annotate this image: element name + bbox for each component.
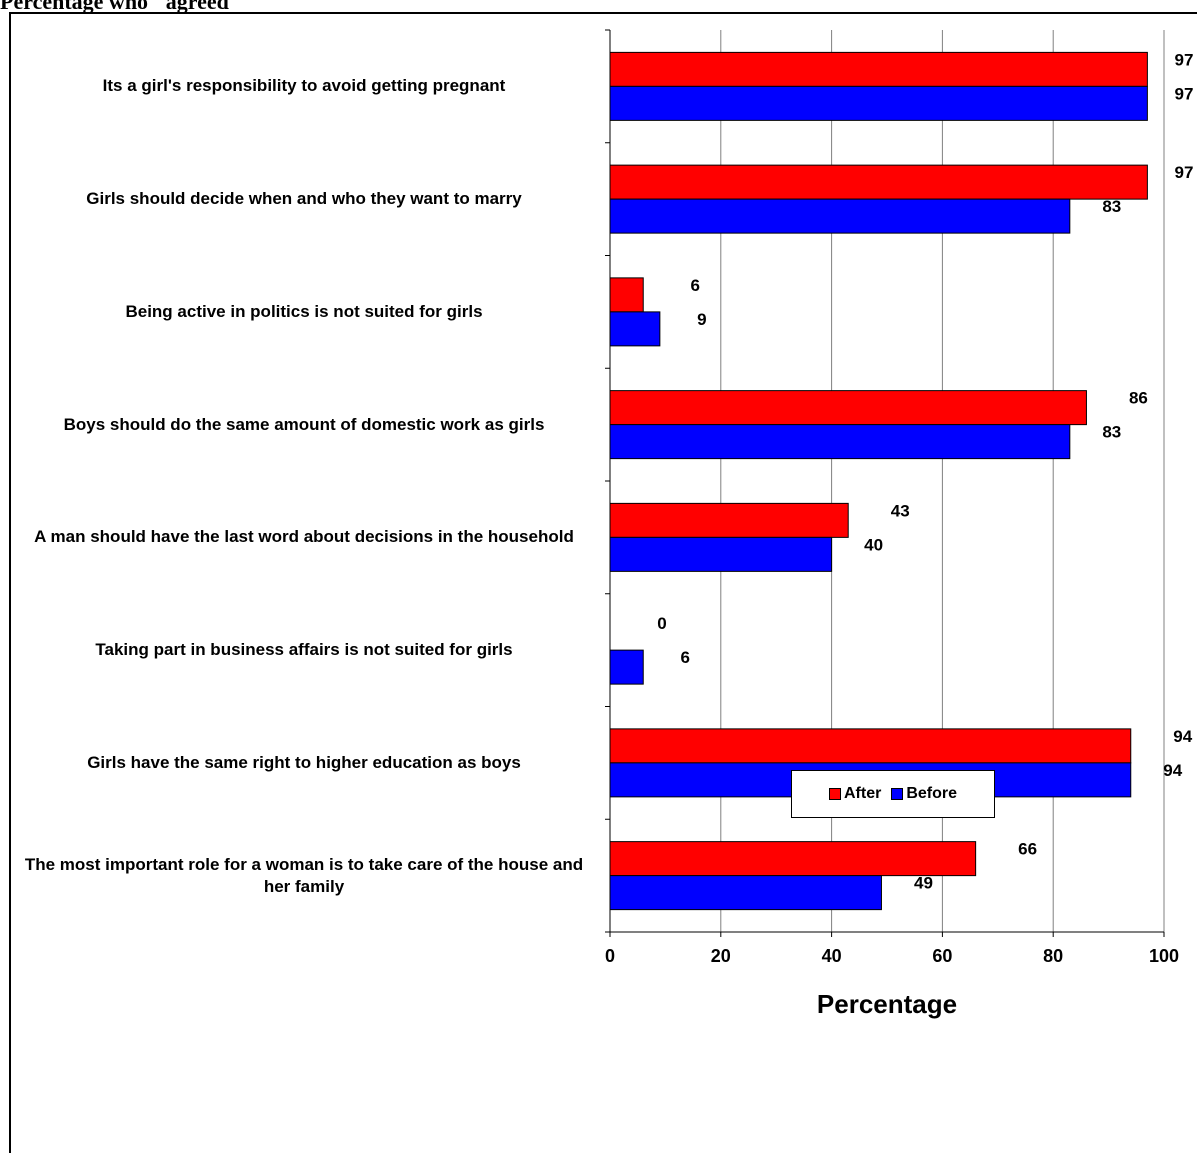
chart-frame (9, 12, 1197, 1153)
page-title: Percentage who "agreed" (0, 0, 242, 14)
bar-before-2 (609, 311, 661, 347)
data-label-after-7: 66 (1018, 840, 1037, 859)
category-label-0: Its a girl's responsibility to avoid get… (102, 76, 506, 96)
category-label-2: Being active in politics is not suited f… (125, 301, 483, 321)
bar-before-5 (609, 649, 644, 685)
category-label-4: A man should have the last word about de… (34, 527, 574, 547)
data-label-before-3: 83 (1102, 423, 1121, 442)
bar-after-4 (609, 502, 849, 538)
x-tick-label-1: 20 (711, 946, 731, 966)
legend-swatch-after (828, 788, 841, 800)
data-label-before-1: 83 (1102, 197, 1121, 216)
legend-label-after: After (843, 785, 882, 802)
bar-before-1 (609, 198, 1071, 234)
legend-item-before: Before (891, 785, 957, 803)
bar-before-0 (609, 85, 1148, 121)
bar-after-7 (609, 841, 977, 877)
data-label-after-3: 86 (1129, 389, 1148, 408)
data-label-after-5: 0 (657, 614, 666, 633)
data-label-before-0: 97 (1175, 84, 1194, 103)
x-axis-title: Percentage (817, 989, 957, 1019)
legend: After Before (791, 770, 995, 818)
data-label-after-6: 94 (1173, 727, 1192, 746)
data-label-after-1: 97 (1175, 163, 1194, 182)
bar-after-0 (609, 51, 1148, 87)
legend-label-before: Before (906, 785, 958, 802)
data-label-before-2: 9 (697, 310, 706, 329)
data-label-before-5: 6 (681, 648, 690, 667)
data-label-before-7: 49 (914, 874, 933, 893)
bar-after-3 (609, 390, 1087, 426)
bar-before-7 (609, 875, 882, 911)
data-label-after-4: 43 (891, 501, 910, 520)
category-label-5: Taking part in business affairs is not s… (95, 640, 513, 660)
category-label-7: The most important role for a woman is t… (24, 854, 584, 896)
x-tick-label-0: 0 (605, 946, 615, 966)
bar-after-6 (609, 728, 1132, 764)
bar-after-1 (609, 164, 1148, 200)
data-label-before-6: 94 (1163, 761, 1182, 780)
legend-item-after: After (828, 785, 882, 803)
legend-swatch-before (891, 788, 904, 800)
bar-before-3 (609, 424, 1071, 460)
x-tick-label-4: 80 (1043, 946, 1063, 966)
bar-after-2 (609, 277, 644, 313)
x-tick-label-2: 40 (822, 946, 842, 966)
category-label-6: Girls have the same right to higher educ… (87, 752, 521, 772)
data-label-after-0: 97 (1175, 50, 1194, 69)
x-tick-label-5: 100 (1149, 946, 1179, 966)
x-tick-label-3: 60 (932, 946, 952, 966)
bar-before-4 (609, 536, 833, 572)
category-label-1: Girls should decide when and who they wa… (86, 189, 522, 209)
data-label-after-2: 6 (691, 276, 700, 295)
category-label-3: Boys should do the same amount of domest… (63, 414, 545, 434)
data-label-before-4: 40 (864, 535, 883, 554)
